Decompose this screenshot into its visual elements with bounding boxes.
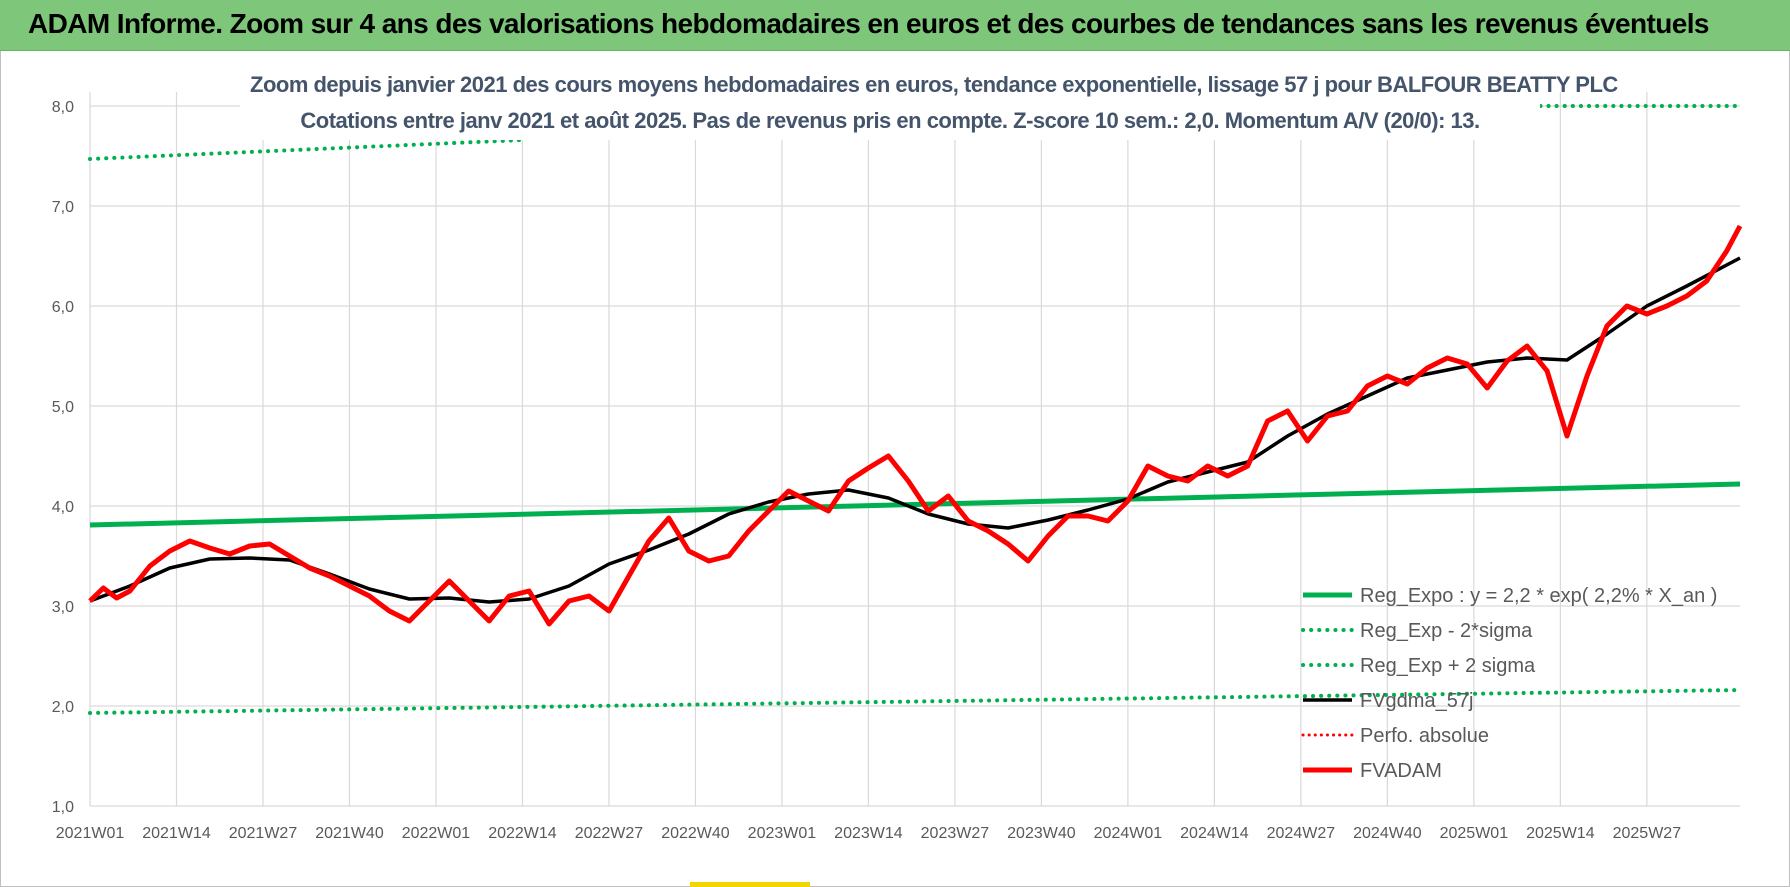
- report-banner: ADAM Informe. Zoom sur 4 ans des valoris…: [0, 0, 1790, 51]
- x-tick-label: 2022W40: [661, 825, 730, 842]
- x-tick-label: 2023W14: [834, 825, 903, 842]
- legend-label: Reg_Exp + 2 sigma: [1360, 655, 1536, 677]
- x-tick-label: 2023W40: [1007, 825, 1076, 842]
- y-tick-label: 7,0: [52, 199, 74, 216]
- legend-label: Reg_Exp - 2*sigma: [1360, 620, 1533, 642]
- x-tick-label: 2022W27: [575, 825, 644, 842]
- x-tick-label: 2025W01: [1440, 825, 1509, 842]
- x-tick-label: 2023W01: [748, 825, 817, 842]
- y-tick-label: 5,0: [52, 399, 74, 416]
- x-tick-label: 2022W01: [402, 825, 471, 842]
- legend-label: FVADAM: [1360, 760, 1442, 782]
- series-0-line: [89, 481, 1741, 528]
- x-tick-label: 2021W14: [142, 825, 211, 842]
- x-tick-label: 2024W01: [1094, 825, 1163, 842]
- y-tick-label: 8,0: [52, 99, 74, 116]
- x-tick-label: 2025W27: [1613, 825, 1682, 842]
- y-tick-label: 2,0: [52, 699, 74, 716]
- x-tick-label: 2024W14: [1180, 825, 1249, 842]
- y-tick-label: 3,0: [52, 599, 74, 616]
- legend-label: Reg_Expo : y = 2,2 * exp( 2,2% * X_an ): [1360, 585, 1717, 607]
- banner-title: ADAM Informe. Zoom sur 4 ans des valoris…: [28, 8, 1709, 39]
- x-tick-label: 2021W27: [229, 825, 298, 842]
- x-tick-label: 2023W27: [921, 825, 990, 842]
- legend-label: FVgdma_57j: [1360, 690, 1473, 712]
- x-tick-label: 2024W27: [1267, 825, 1336, 842]
- x-tick-label: 2024W40: [1353, 825, 1422, 842]
- legend-label: Perfo. absolue: [1360, 725, 1489, 747]
- x-tick-label: 2022W14: [488, 825, 557, 842]
- x-tick-label: 2025W14: [1526, 825, 1595, 842]
- chart-title: Zoom depuis janvier 2021 des cours moyen…: [250, 72, 1618, 97]
- y-tick-label: 4,0: [52, 499, 74, 516]
- chart-subtitle: Cotations entre janv 2021 et août 2025. …: [300, 108, 1480, 133]
- bottom-accent-bar: [690, 882, 810, 887]
- y-tick-label: 6,0: [52, 299, 74, 316]
- x-tick-label: 2021W40: [315, 825, 384, 842]
- series-1-line: [88, 688, 1742, 715]
- series-3-line: [89, 256, 1741, 604]
- series-2-line: [88, 138, 525, 161]
- x-tick-label: 2021W01: [56, 825, 125, 842]
- series-5-line: [88, 224, 1743, 627]
- y-tick-label: 1,0: [52, 799, 74, 816]
- title-backdrop: [240, 66, 1540, 140]
